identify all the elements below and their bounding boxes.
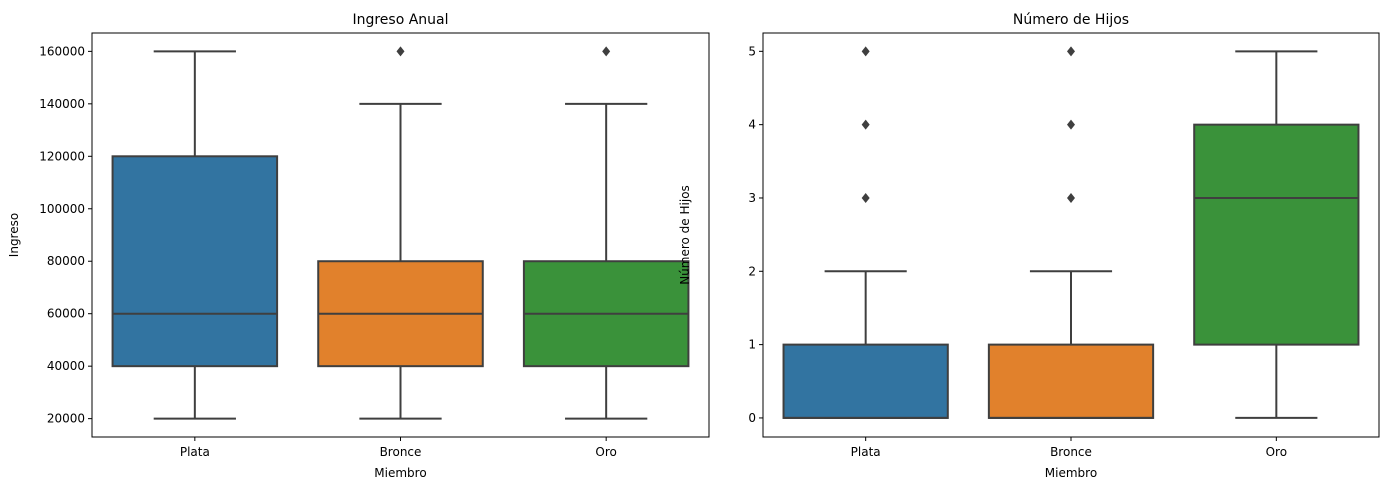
axes-frame [91, 32, 710, 438]
outlier-point [602, 46, 611, 57]
y-tick-label: 160000 [39, 44, 85, 58]
x-axis-label: Miembro [1045, 466, 1097, 480]
box-body [782, 343, 949, 419]
x-tick-label: Oro [1266, 445, 1287, 459]
y-tick-label: 1 [748, 338, 756, 352]
outlier-point [861, 119, 870, 130]
y-tick-label: 2 [748, 264, 756, 278]
y-tick-label: 120000 [39, 149, 85, 163]
outlier-point [396, 46, 405, 57]
box-body [111, 155, 279, 368]
x-tick-label: Bronce [1050, 445, 1092, 459]
outlier-point [1067, 119, 1075, 130]
y-tick-label: 140000 [39, 97, 85, 111]
y-tick-label: 40000 [47, 359, 85, 373]
chart-title: Ingreso Anual [352, 12, 448, 28]
x-tick-label: Plata [180, 445, 210, 459]
y-tick-label: 20000 [47, 412, 85, 426]
x-axis-label: Miembro [374, 466, 426, 480]
y-tick-label: 0 [748, 411, 756, 425]
outlier-point [861, 192, 870, 203]
y-tick-label: 5 [748, 44, 756, 58]
y-axis-label: Ingreso [7, 213, 21, 257]
outlier-point [861, 46, 870, 57]
y-tick-label: 60000 [47, 307, 85, 321]
y-tick-label: 100000 [39, 202, 85, 216]
x-tick-label: Bronce [380, 445, 422, 459]
subplot-0: Ingreso Anual Miembro Ingreso 20000 40000 600… [7, 12, 710, 480]
y-tick-label: 3 [748, 191, 756, 205]
outlier-point [1067, 192, 1075, 203]
box-body [1193, 123, 1360, 346]
axes-frame [762, 32, 1380, 438]
subplot-1: Número de Hijos Miembro Número de Hijos 0 1 2… [678, 12, 1380, 480]
box-bronce [987, 46, 1155, 419]
box-body [987, 343, 1155, 419]
y-axis-label: Número de Hijos [678, 185, 692, 285]
box-plata [782, 46, 949, 419]
y-tick-label: 80000 [47, 254, 85, 268]
box-oro [522, 46, 690, 420]
x-tick-label: Plata [851, 445, 881, 459]
y-tick-label: 4 [748, 118, 756, 132]
box-oro [1193, 50, 1360, 419]
outlier-point [1067, 46, 1075, 57]
chart-title: Número de Hijos [1013, 12, 1129, 28]
x-tick-label: Oro [595, 445, 616, 459]
box-plata [111, 50, 279, 420]
box-bronce [317, 46, 484, 420]
